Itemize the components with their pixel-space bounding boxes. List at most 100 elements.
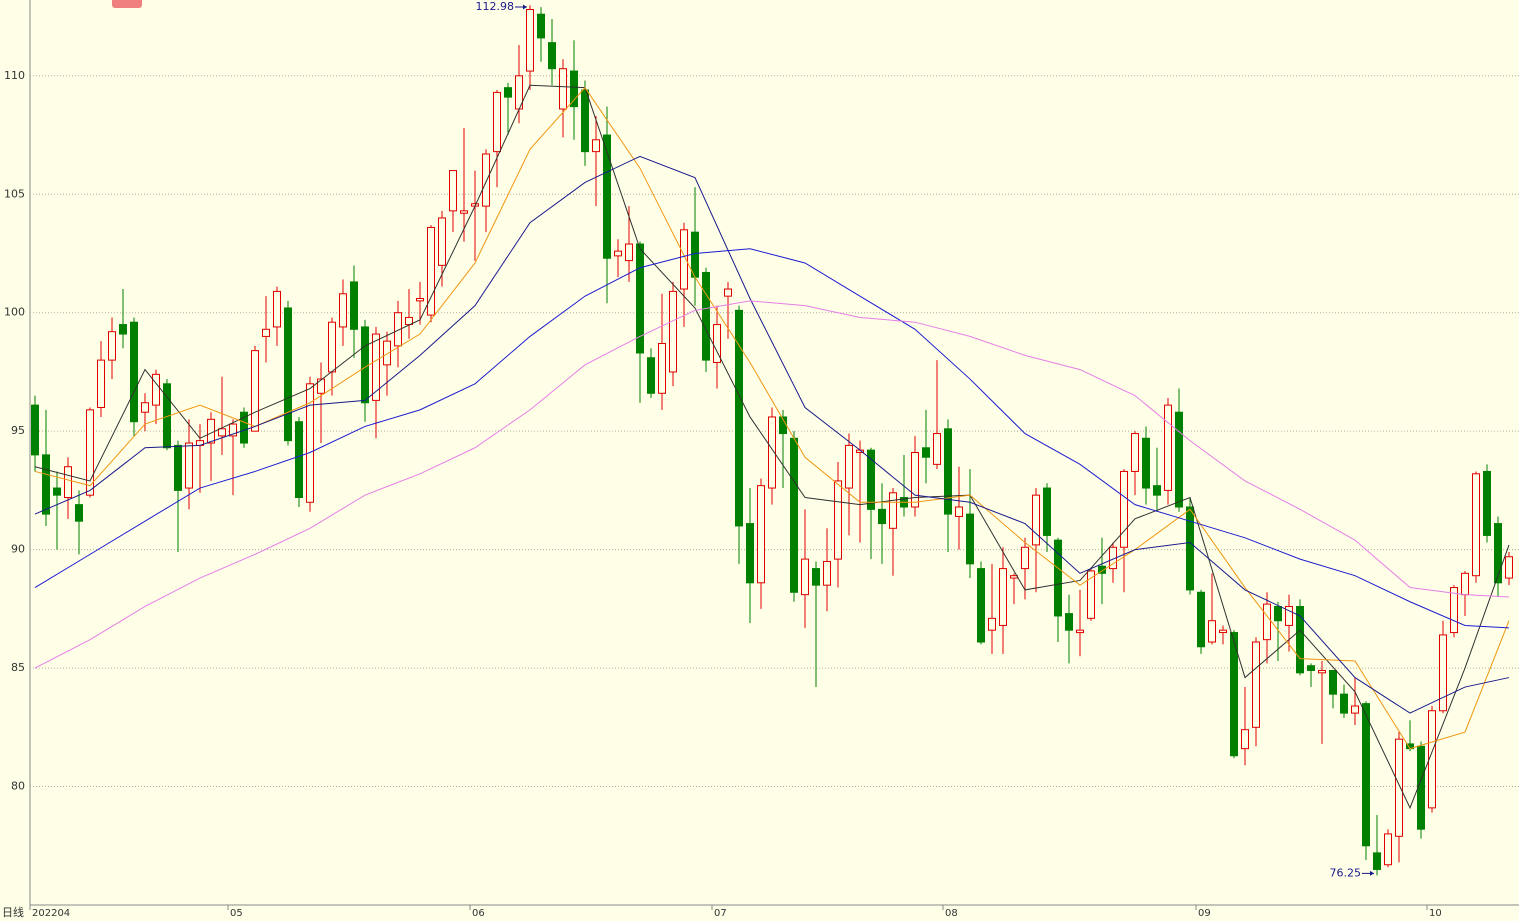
candle-body <box>922 447 930 458</box>
candle-body <box>119 324 127 335</box>
candle-body <box>1065 613 1073 631</box>
indicator-button[interactable] <box>112 0 142 8</box>
y-tick-label: 100 <box>4 306 25 319</box>
candle-body <box>658 343 666 394</box>
candle-body <box>746 523 754 584</box>
candle-body <box>97 359 105 408</box>
candle-body <box>1241 729 1249 750</box>
x-tick-label: 08 <box>945 908 958 919</box>
candle-body <box>317 378 325 394</box>
candle-body <box>878 508 886 525</box>
y-tick-label: 95 <box>11 424 25 437</box>
candle-body <box>75 504 83 522</box>
candle-body <box>372 333 380 401</box>
candle-body <box>1164 404 1172 491</box>
x-tick-label: 10 <box>1429 908 1442 919</box>
candle-body <box>108 331 116 361</box>
candle-body <box>361 326 369 404</box>
candle-body <box>1450 587 1458 634</box>
candle-body <box>845 444 853 489</box>
y-tick-label: 85 <box>11 661 25 674</box>
candle-body <box>86 409 94 496</box>
candle-body <box>207 418 215 444</box>
candle-body <box>394 312 402 347</box>
candle-body <box>625 243 633 262</box>
candle-body <box>273 290 281 328</box>
candle-body <box>1142 437 1150 489</box>
candle-body <box>823 560 831 586</box>
candle-body <box>1318 669 1326 674</box>
candle-body <box>64 466 72 499</box>
candle-body <box>1395 738 1403 837</box>
x-tick-label: 06 <box>472 908 485 919</box>
candle-body <box>1296 605 1304 674</box>
candle-body <box>460 210 468 214</box>
candle-body <box>130 321 138 423</box>
candle-body <box>339 293 347 328</box>
candle-body <box>449 170 457 212</box>
candle-body <box>614 250 622 257</box>
min-label: 76.25 <box>1330 866 1362 879</box>
candle-body <box>592 139 600 153</box>
candle-body <box>229 423 237 437</box>
candle-body <box>350 281 358 330</box>
moving-average-line <box>34 155 1510 714</box>
candle-body <box>1373 852 1381 870</box>
candle-body <box>812 568 820 586</box>
candle-body <box>911 452 919 508</box>
candle-body <box>581 89 589 153</box>
candle-body <box>1087 570 1095 619</box>
candle-body <box>1439 634 1447 712</box>
min-label-arrow-head <box>1370 870 1374 876</box>
candle-body <box>53 487 61 496</box>
candle-body <box>185 442 193 489</box>
candle-body <box>768 416 776 489</box>
candle-body <box>944 428 952 515</box>
candle-body <box>1329 669 1337 695</box>
candle-body <box>680 229 688 290</box>
candle-body <box>1153 485 1161 496</box>
candle-body <box>262 328 270 337</box>
candle-body <box>1131 433 1139 472</box>
candle-body <box>1494 523 1502 584</box>
candle-body <box>955 506 963 517</box>
candle-body <box>427 226 435 316</box>
moving-average-line <box>34 248 1510 629</box>
candle-body <box>570 70 578 108</box>
candle-body <box>504 87 512 98</box>
y-tick-label: 90 <box>11 543 25 556</box>
candle-body <box>1472 473 1480 577</box>
candle-body <box>174 444 182 491</box>
candle-body <box>735 309 743 527</box>
candle-body <box>1428 710 1436 809</box>
candle-body <box>691 231 699 278</box>
candle-body <box>438 217 446 266</box>
moving-average-line <box>34 84 1510 810</box>
moving-average-line <box>34 300 1510 669</box>
candle-body <box>636 243 644 354</box>
max-label: 112.98 <box>476 0 515 13</box>
candle-body <box>1054 539 1062 617</box>
candle-body <box>1307 665 1315 671</box>
candle-body <box>1120 470 1128 548</box>
candle-body <box>669 290 677 373</box>
x-tick-label: 07 <box>714 908 727 919</box>
candle-body <box>1197 591 1205 648</box>
candle-body <box>867 449 875 510</box>
y-tick-label: 80 <box>11 780 25 793</box>
candle-body <box>988 617 996 631</box>
candle-body <box>966 513 974 565</box>
candle-body <box>889 492 897 529</box>
candle-body <box>933 433 941 465</box>
candle-body <box>218 428 226 437</box>
candle-body <box>493 91 501 153</box>
candle-body <box>801 558 809 596</box>
candle-body <box>1076 629 1084 634</box>
candle-body <box>1274 605 1282 622</box>
candle-body <box>1219 629 1227 634</box>
candle-body <box>31 404 39 456</box>
candle-body <box>1384 833 1392 866</box>
moving-average-line <box>34 86 1510 750</box>
max-label-arrow-head <box>523 4 527 10</box>
